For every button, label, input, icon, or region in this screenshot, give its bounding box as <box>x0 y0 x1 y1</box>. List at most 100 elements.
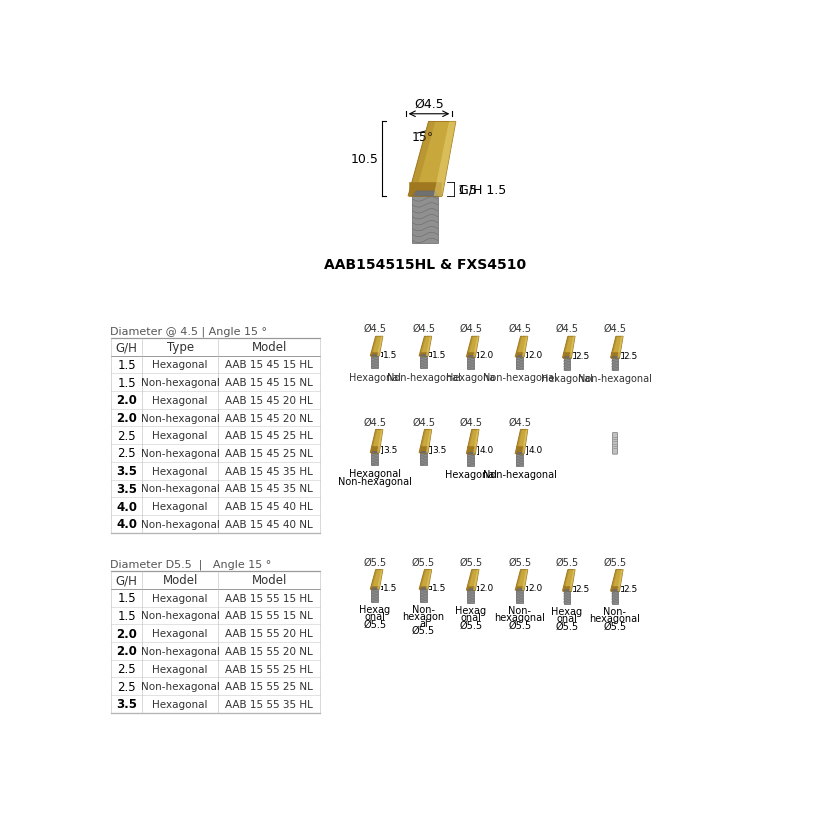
Text: Hexag: Hexag <box>359 605 390 614</box>
Polygon shape <box>609 337 623 358</box>
Text: AAB 15 45 25 NL: AAB 15 45 25 NL <box>225 448 313 458</box>
Text: 2.0: 2.0 <box>116 644 137 657</box>
Text: Non-hexagonal: Non-hexagonal <box>141 610 219 621</box>
Polygon shape <box>563 590 570 591</box>
Text: hexagonal: hexagonal <box>494 612 544 622</box>
Text: Non-hexagonal: Non-hexagonal <box>141 519 219 529</box>
Polygon shape <box>611 357 618 358</box>
Text: Non-hexagonal: Non-hexagonal <box>141 681 219 691</box>
Polygon shape <box>425 570 431 590</box>
Text: G/H 1.5: G/H 1.5 <box>458 184 505 196</box>
Polygon shape <box>370 570 377 590</box>
Text: Ø5.5: Ø5.5 <box>508 620 531 630</box>
Bar <box>467 357 474 370</box>
Polygon shape <box>376 570 382 590</box>
Polygon shape <box>466 570 473 590</box>
Polygon shape <box>370 337 382 356</box>
Text: Non-: Non- <box>508 605 531 615</box>
Text: Non-hexagonal: Non-hexagonal <box>141 378 219 388</box>
Text: 15°: 15° <box>411 131 433 144</box>
Polygon shape <box>515 353 523 357</box>
Text: hexagonal: hexagonal <box>589 613 639 623</box>
Text: Hexagonal: Hexagonal <box>152 593 208 603</box>
Text: 1.5: 1.5 <box>432 583 446 592</box>
Text: AAB 15 45 35 NL: AAB 15 45 35 NL <box>225 484 313 494</box>
Text: 1.5: 1.5 <box>457 184 477 196</box>
Text: onal: onal <box>460 612 480 622</box>
Bar <box>371 356 378 369</box>
Text: AAB 15 55 20 HL: AAB 15 55 20 HL <box>225 629 313 638</box>
Text: Ø4.5: Ø4.5 <box>414 98 443 111</box>
Polygon shape <box>433 122 456 197</box>
Polygon shape <box>418 430 431 453</box>
Text: 2.0: 2.0 <box>116 627 137 640</box>
Polygon shape <box>521 570 527 590</box>
Text: AAB154515HL & FXS4510: AAB154515HL & FXS4510 <box>323 258 525 272</box>
Polygon shape <box>466 447 474 454</box>
Polygon shape <box>466 353 474 357</box>
Text: Hexagonal: Hexagonal <box>152 466 208 476</box>
Polygon shape <box>419 447 427 453</box>
Text: 2.5: 2.5 <box>117 680 136 693</box>
Bar <box>419 590 427 602</box>
Text: G/H: G/H <box>116 341 137 354</box>
Bar <box>611 591 618 604</box>
Text: Ø5.5: Ø5.5 <box>363 619 386 629</box>
Text: Hexagonal: Hexagonal <box>152 699 208 709</box>
Text: 2.5: 2.5 <box>623 584 637 593</box>
Text: AAB 15 55 15 HL: AAB 15 55 15 HL <box>225 593 313 603</box>
Text: 2.0: 2.0 <box>116 394 137 407</box>
Bar <box>467 454 474 466</box>
Polygon shape <box>425 337 431 356</box>
Text: 1.5: 1.5 <box>383 350 397 359</box>
Polygon shape <box>514 430 527 454</box>
Text: AAB 15 55 25 NL: AAB 15 55 25 NL <box>225 681 313 691</box>
Polygon shape <box>516 452 523 454</box>
Text: Non-hexagonal: Non-hexagonal <box>141 484 219 494</box>
Bar <box>563 358 570 370</box>
Text: AAB 15 45 40 NL: AAB 15 45 40 NL <box>225 519 313 529</box>
Text: Model: Model <box>251 574 287 587</box>
Bar <box>419 356 427 369</box>
Text: Hexagonal: Hexagonal <box>444 470 496 480</box>
Text: AAB 15 45 15 HL: AAB 15 45 15 HL <box>225 360 313 370</box>
Polygon shape <box>562 570 574 591</box>
Polygon shape <box>466 430 473 454</box>
Text: 2.5: 2.5 <box>117 447 136 460</box>
Polygon shape <box>514 570 527 590</box>
Polygon shape <box>371 452 378 453</box>
Text: Non-hexagonal: Non-hexagonal <box>141 448 219 458</box>
Polygon shape <box>472 430 478 454</box>
Text: Ø5.5: Ø5.5 <box>459 620 482 630</box>
Polygon shape <box>371 355 378 356</box>
Text: Non-: Non- <box>603 606 626 616</box>
Text: Ø4.5: Ø4.5 <box>363 324 385 334</box>
Text: Model: Model <box>251 341 287 354</box>
Text: Hexagonal: Hexagonal <box>152 360 208 370</box>
Text: 10.5: 10.5 <box>351 153 378 166</box>
Polygon shape <box>370 586 378 590</box>
Polygon shape <box>516 589 523 590</box>
Bar <box>611 358 618 370</box>
Polygon shape <box>409 183 441 197</box>
Bar <box>371 590 378 602</box>
Text: Non-hexagonal: Non-hexagonal <box>577 374 651 384</box>
Text: Ø5.5: Ø5.5 <box>603 621 626 631</box>
Text: Ø4.5: Ø4.5 <box>508 324 531 334</box>
Text: Non-hexagonal: Non-hexagonal <box>386 372 460 382</box>
Text: 3.5: 3.5 <box>116 698 137 710</box>
Polygon shape <box>514 337 522 357</box>
Polygon shape <box>412 192 437 197</box>
Text: Ø5.5: Ø5.5 <box>363 557 386 566</box>
Text: Ø5.5: Ø5.5 <box>508 557 531 566</box>
Text: Type: Type <box>166 341 194 354</box>
Polygon shape <box>610 353 618 358</box>
Text: Model: Model <box>162 574 198 587</box>
Text: 2.0: 2.0 <box>528 351 542 360</box>
Text: 2.5: 2.5 <box>575 351 589 361</box>
Polygon shape <box>370 430 382 453</box>
Text: 1.5: 1.5 <box>383 583 397 592</box>
Polygon shape <box>419 355 427 356</box>
Polygon shape <box>370 353 378 356</box>
Text: 3.5: 3.5 <box>116 465 137 477</box>
